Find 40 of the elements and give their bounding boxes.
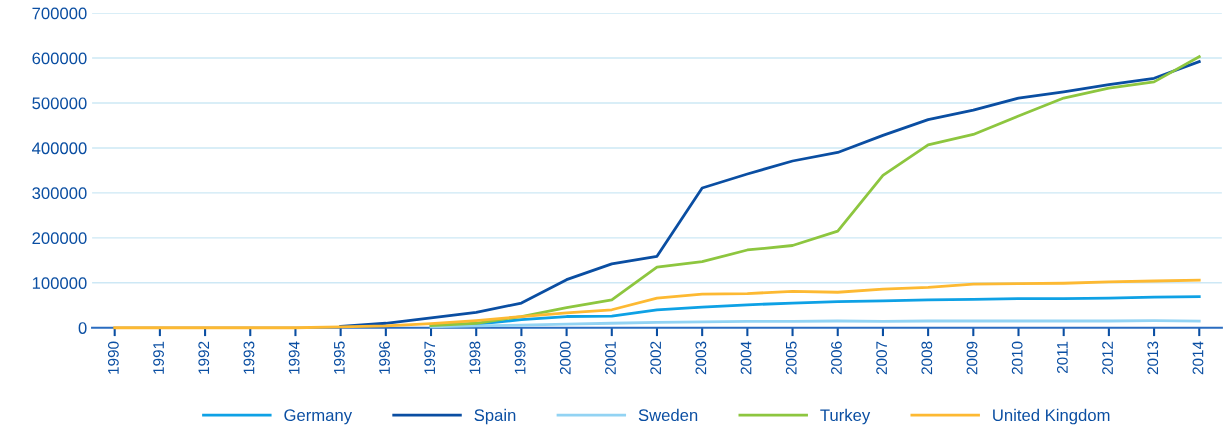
- x-tick-label: 2006: [831, 341, 842, 375]
- x-tick-label: 2007: [876, 341, 888, 375]
- x-tick-label: 2011: [1056, 341, 1068, 374]
- x-tick-label: 1999: [514, 341, 526, 374]
- y-tick-label: 100000: [32, 277, 87, 289]
- y-tick-label: 500000: [32, 97, 87, 110]
- x-tick-label: 1997: [424, 341, 436, 374]
- x-tick-label: 1998: [469, 341, 481, 374]
- x-tick-label: 1991: [153, 341, 164, 374]
- y-tick-label: 200000: [32, 232, 87, 245]
- x-tick-label: 2004: [740, 341, 752, 375]
- y-tick-label: 300000: [32, 187, 87, 200]
- x-tick-label: 2014: [1192, 341, 1204, 375]
- legend-label: Turkey: [820, 408, 871, 425]
- legend-label: United Kingdom: [993, 408, 1110, 425]
- legend-label: Germany: [284, 409, 353, 425]
- y-tick-label: 0: [78, 322, 87, 334]
- x-tick-label: 1993: [243, 341, 255, 374]
- x-tick-label: 2012: [1102, 341, 1113, 375]
- x-tick-label: 2000: [559, 341, 571, 375]
- x-tick-label: 2009: [966, 341, 978, 375]
- x-tick-label: 2013: [1147, 341, 1159, 375]
- x-tick-label: 2002: [650, 341, 662, 375]
- x-tick-label: 2001: [605, 341, 616, 375]
- legend-label: Spain: [474, 408, 516, 425]
- x-tick-label: 1996: [379, 341, 390, 374]
- line-series: [113, 278, 1201, 330]
- legend-label: Sweden: [638, 408, 698, 422]
- y-tick-label: 700000: [32, 7, 87, 20]
- line-series: [429, 319, 1201, 329]
- x-tick-label: 2005: [785, 341, 797, 375]
- x-tick-label: 1995: [333, 341, 345, 374]
- y-tick-label: 600000: [32, 52, 87, 65]
- x-tick-label: 1992: [198, 341, 210, 374]
- x-tick-label: 2008: [921, 341, 933, 375]
- y-tick-label: 400000: [32, 142, 87, 155]
- x-tick-label: 2010: [1011, 341, 1023, 375]
- x-tick-label: 1990: [107, 341, 119, 374]
- x-tick-label: 2003: [695, 341, 707, 375]
- x-tick-label: 1994: [288, 341, 300, 374]
